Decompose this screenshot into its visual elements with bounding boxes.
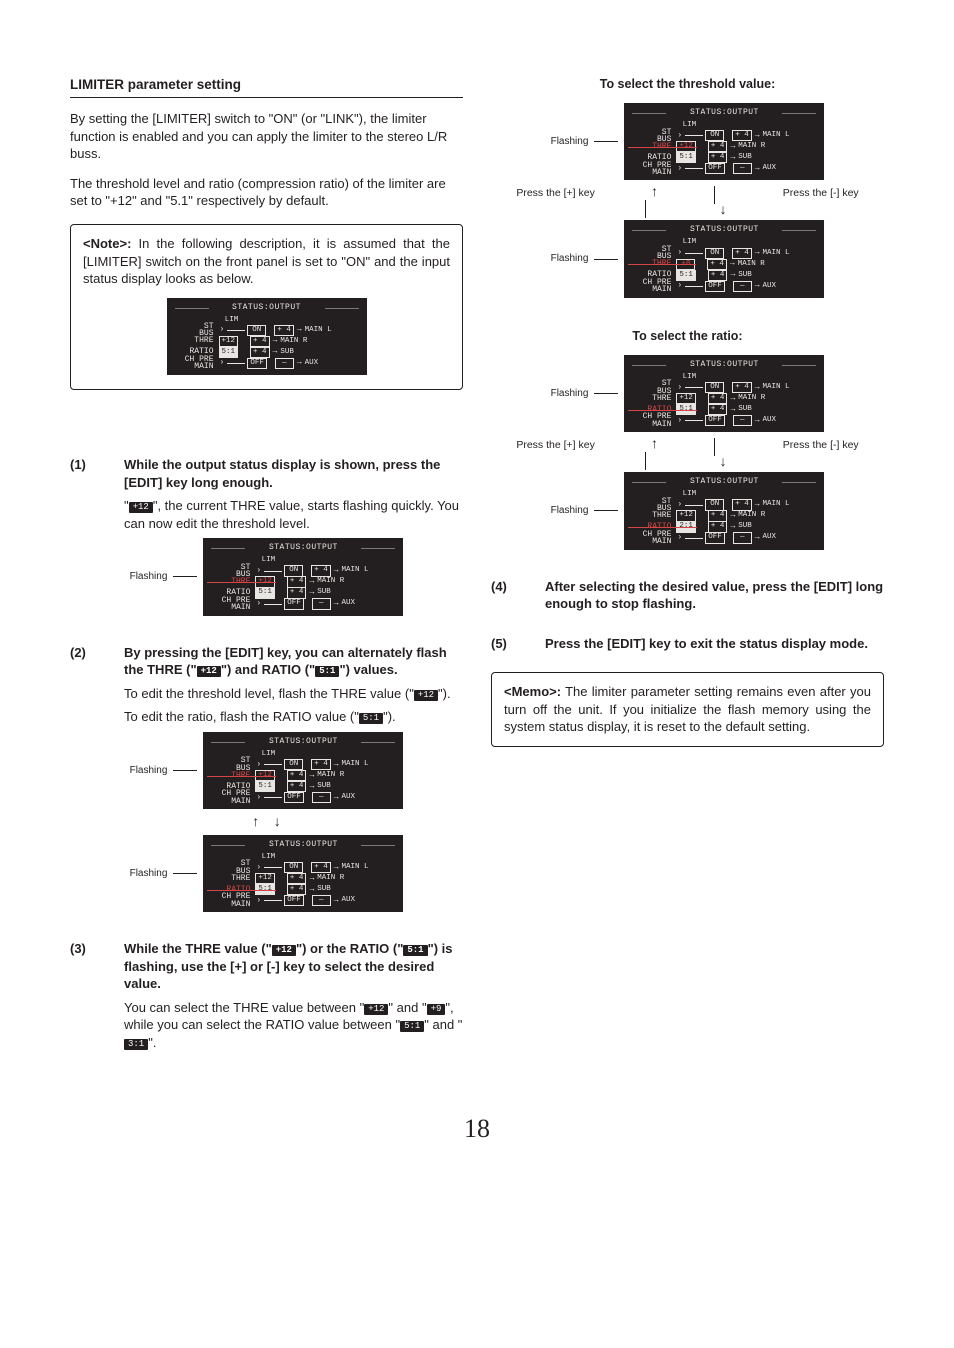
lcd-ratio-a: STATUS:OUTPUT LIM STBUS›ON+ 4→MAIN L THR… xyxy=(624,355,824,432)
step-4-title: After selecting the desired value, press… xyxy=(545,578,884,613)
page-columns: LIMITER parameter setting By setting the… xyxy=(70,76,884,1057)
page-number: 18 xyxy=(70,1111,884,1146)
step-1: (1) While the output status display is s… xyxy=(70,456,463,538)
note-label: <Note>: xyxy=(83,236,131,251)
section-heading: LIMITER parameter setting xyxy=(70,76,463,98)
lcd-step2a: STATUS:OUTPUT LIM STBUS›ON+ 4→MAIN L THR… xyxy=(203,732,403,809)
note-body: In the following description, it is assu… xyxy=(83,236,450,286)
threshold-stack: Flashing STATUS:OUTPUT LIM STBUS›ON+ 4→M… xyxy=(491,103,884,298)
memo-box: <Memo>: The limiter parameter setting re… xyxy=(491,672,884,747)
step-1-title: While the output status display is shown… xyxy=(124,456,463,491)
note-box: <Note>: In the following description, it… xyxy=(70,224,463,390)
right-column: To select the threshold value: Flashing … xyxy=(491,76,884,1057)
step-4: (4) After selecting the desired value, p… xyxy=(491,578,884,619)
memo-label: <Memo>: xyxy=(504,684,561,699)
lcd-thresh-a: STATUS:OUTPUT LIM STBUS›ON+ 4→MAIN L THR… xyxy=(624,103,824,180)
step-1-body: "+12", the current THRE value, starts fl… xyxy=(124,497,463,532)
ratio-heading: To select the ratio: xyxy=(491,328,884,345)
step-2: (2) By pressing the [EDIT] key, you can … xyxy=(70,644,463,732)
step-3-title: While the THRE value ("+12") or the RATI… xyxy=(124,940,463,993)
step-2-body-2: To edit the ratio, flash the RATIO value… xyxy=(124,708,463,726)
key-row-thresh: Press the [+] key ↑ ↓ Press the [-] key xyxy=(491,186,884,218)
ratio-stack: Flashing STATUS:OUTPUT LIM STBUS›ON+ 4→M… xyxy=(491,355,884,550)
intro-para-1: By setting the [LIMITER] switch to "ON" … xyxy=(70,110,463,163)
step-5: (5) Press the [EDIT] key to exit the sta… xyxy=(491,635,884,659)
up-down-arrows: ↑ ↓ xyxy=(70,813,463,831)
lcd-thresh-b: STATUS:OUTPUT LIM STBUS›ON+ 4→MAIN L THR… xyxy=(624,220,824,297)
lcd-step1-wrap: Flashing STATUS:OUTPUT LIM STBUS›ON+ 4→M… xyxy=(70,538,463,615)
key-row-ratio: Press the [+] key ↑ ↓ Press the [-] key xyxy=(491,438,884,470)
lcd-step2b: STATUS:OUTPUT LIM STBUS›ON+ 4→MAIN L THR… xyxy=(203,835,403,912)
lcd-step2-stack: Flashing STATUS:OUTPUT LIM STBUS›ON+ 4→M… xyxy=(70,732,463,912)
lcd-note: STATUS:OUTPUT LIM STBUS›ON+ 4→MAIN L THR… xyxy=(167,298,367,375)
intro-para-2: The threshold level and ratio (compressi… xyxy=(70,175,463,210)
lcd-ratio-b: STATUS:OUTPUT LIM STBUS›ON+ 4→MAIN L THR… xyxy=(624,472,824,549)
lcd-step1: STATUS:OUTPUT LIM STBUS›ON+ 4→MAIN L THR… xyxy=(203,538,403,615)
step-3-body: You can select the THRE value between "+… xyxy=(124,999,463,1052)
left-column: LIMITER parameter setting By setting the… xyxy=(70,76,463,1057)
step-5-title: Press the [EDIT] key to exit the status … xyxy=(545,635,884,653)
step-3: (3) While the THRE value ("+12") or the … xyxy=(70,940,463,1057)
threshold-heading: To select the threshold value: xyxy=(491,76,884,93)
step-2-title: By pressing the [EDIT] key, you can alte… xyxy=(124,644,463,679)
step-2-body-1: To edit the threshold level, flash the T… xyxy=(124,685,463,703)
